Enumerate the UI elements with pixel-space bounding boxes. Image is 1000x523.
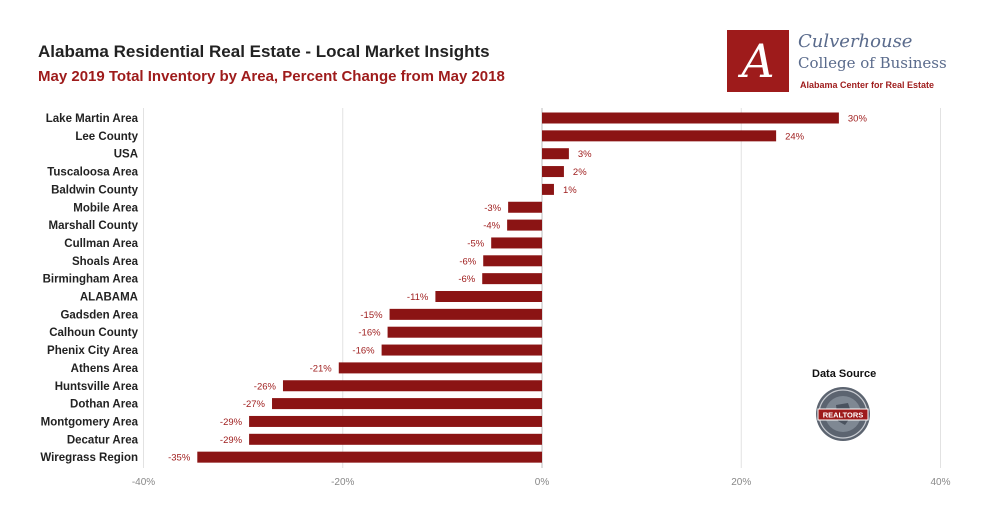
logo-letter: A (741, 34, 775, 88)
category-label: Decatur Area (67, 434, 139, 446)
bar (338, 362, 542, 374)
alabama-a-icon: A (727, 30, 789, 92)
category-label: USA (114, 149, 138, 161)
bar (483, 255, 542, 267)
category-label: Lake Martin Area (46, 113, 139, 125)
data-label: -6% (458, 274, 475, 285)
chart-title: Alabama Residential Real Estate - Local … (38, 42, 490, 61)
bar (249, 433, 543, 445)
category-label: Dothan Area (70, 399, 139, 411)
category-label: Lee County (75, 131, 138, 143)
data-label: -29% (220, 417, 243, 428)
data-label: -29% (220, 435, 243, 446)
bar (387, 326, 542, 338)
bar (282, 380, 542, 392)
data-label: -35% (168, 453, 191, 464)
x-tick-label: -40% (132, 477, 155, 488)
category-label: Huntsville Area (55, 381, 139, 393)
bar (542, 166, 564, 178)
category-label: Birmingham Area (43, 274, 139, 286)
category-label: Marshall County (49, 220, 139, 232)
logo-tagline: Alabama Center for Real Estate (800, 80, 935, 90)
realtors-badge-icon: REALTORS (816, 387, 870, 441)
bar (507, 219, 542, 231)
x-tick-label: -20% (331, 477, 354, 488)
data-label: 2% (573, 167, 587, 178)
data-label: -15% (360, 310, 383, 321)
labels: -40% -20% 0% 20% 40% Lake Martin Area 30% Lee C… (40, 113, 950, 488)
data-label: -11% (407, 292, 429, 303)
category-label: Montgomery Area (41, 416, 139, 428)
data-label: -27% (243, 399, 266, 410)
category-label: Shoals Area (72, 256, 139, 268)
bars (197, 112, 839, 463)
category-label: Tuscaloosa Area (47, 167, 138, 179)
data-label: -3% (484, 203, 501, 214)
bar (482, 273, 542, 285)
realtors-badge-text: REALTORS (823, 411, 864, 420)
bar (249, 415, 543, 427)
bar (542, 148, 569, 160)
category-label: Baldwin County (51, 184, 138, 196)
category-label: Phenix City Area (47, 345, 139, 357)
data-source-title: Data Source (812, 368, 877, 380)
x-tick-label: 20% (731, 477, 751, 488)
bar (542, 112, 839, 124)
data-label: -5% (467, 238, 484, 249)
data-label: 24% (785, 131, 805, 142)
category-label: Wiregrass Region (40, 452, 138, 464)
bar (381, 344, 542, 356)
bar (542, 130, 777, 142)
culverhouse-logo: A Culverhouse College of Business Alabam… (727, 30, 967, 96)
x-tick-label: 0% (535, 477, 550, 488)
data-label: -21% (310, 363, 333, 374)
category-label: Cullman Area (64, 238, 138, 250)
category-label: Calhoun County (49, 327, 138, 339)
logo-name-line1: Culverhouse (798, 31, 913, 52)
data-label: -4% (483, 221, 500, 232)
data-label: -16% (358, 328, 381, 339)
x-tick-label: 40% (930, 477, 950, 488)
logo-name-line2: College of Business (798, 54, 947, 72)
category-label: Athens Area (71, 363, 139, 375)
bar (508, 201, 542, 213)
data-label: 30% (848, 114, 868, 125)
bar (389, 308, 542, 320)
category-label: Gadsden Area (60, 309, 138, 321)
bar (435, 291, 542, 302)
bar (491, 237, 542, 249)
data-label: -16% (352, 346, 375, 357)
category-label: ALABAMA (80, 292, 138, 304)
bar (272, 398, 542, 410)
data-label: 1% (563, 185, 577, 196)
bar (197, 451, 543, 463)
bar (542, 183, 554, 195)
data-label: 3% (578, 149, 592, 160)
data-label: -26% (254, 381, 277, 392)
data-label: -6% (459, 256, 476, 267)
category-label: Mobile Area (73, 202, 138, 214)
chart-subtitle: May 2019 Total Inventory by Area, Percen… (38, 68, 505, 85)
